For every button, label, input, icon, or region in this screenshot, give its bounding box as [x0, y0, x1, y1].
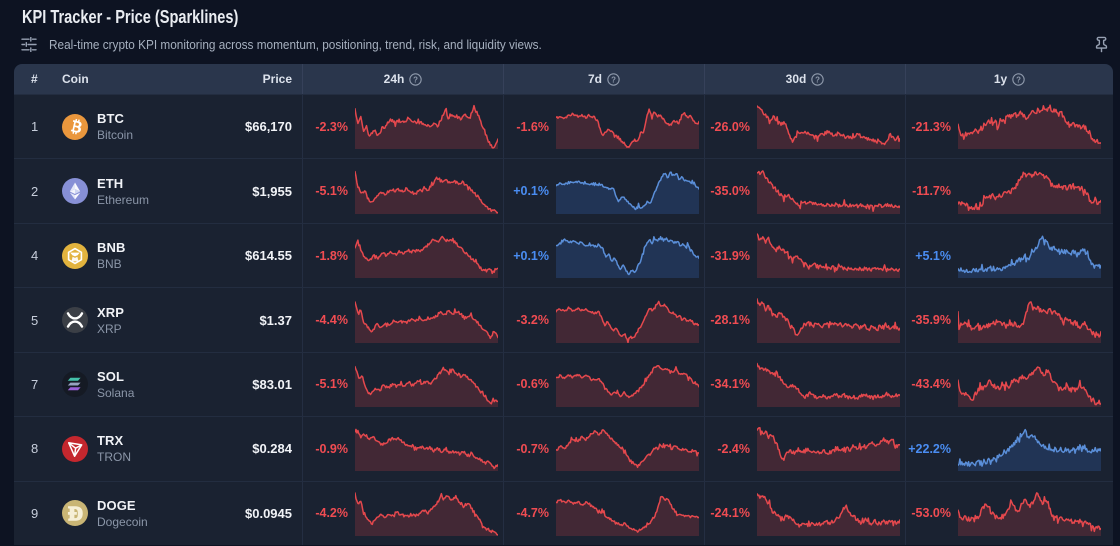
svg-text:?: ?: [815, 75, 820, 84]
svg-text:Đ: Đ: [68, 503, 82, 525]
svg-text:?: ?: [611, 75, 616, 84]
svg-text:?: ?: [413, 75, 418, 84]
svg-text:?: ?: [1016, 75, 1021, 84]
